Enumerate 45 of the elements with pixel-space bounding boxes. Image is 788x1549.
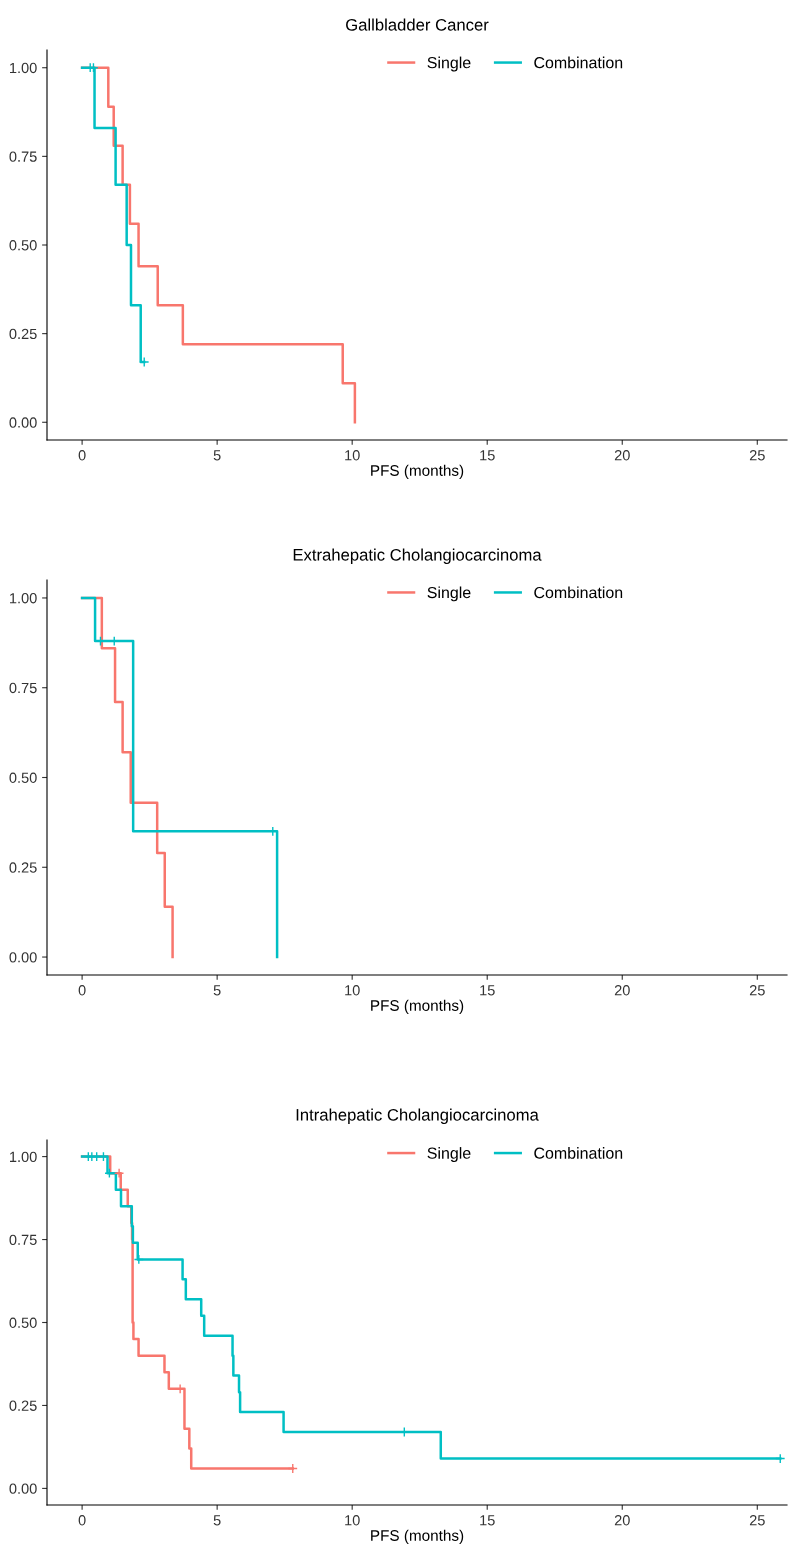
x-tick-label: 10 (345, 450, 360, 461)
x-tick-label: 25 (749, 450, 765, 461)
x-tick-label: 0 (78, 450, 86, 461)
y-tick-label: 0.50 (9, 240, 37, 251)
chart-title: Intrahepatic Cholangiocarcinoma (296, 1108, 539, 1125)
x-tick-label: 5 (213, 1515, 221, 1526)
legend-label: Combination (534, 586, 623, 599)
y-tick-label: 0.75 (9, 1234, 37, 1245)
chart-title: Extrahepatic Cholangiocarcinoma (293, 548, 542, 565)
x-tick-label: 5 (213, 450, 221, 461)
y-tick-label: 0.50 (9, 772, 37, 783)
y-tick-label: 0.00 (9, 1483, 37, 1494)
y-tick-label: 1.00 (10, 593, 37, 604)
y-tick-label: 0.25 (9, 328, 37, 340)
x-tick-label: 10 (345, 1515, 360, 1526)
x-tick-label: 20 (614, 985, 630, 996)
x-tick-label: 20 (614, 1515, 630, 1526)
x-tick-label: 0 (78, 985, 86, 996)
y-tick-label: 0.25 (9, 862, 37, 873)
x-axis-title: PFS (months) (371, 999, 464, 1014)
x-tick-label: 15 (480, 985, 495, 996)
y-tick-label: 0.00 (9, 952, 37, 963)
x-tick-label: 25 (749, 985, 765, 996)
x-tick-label: 15 (480, 450, 495, 461)
y-tick-label: 0.75 (9, 682, 37, 694)
y-tick-label: 0.75 (9, 151, 37, 162)
chart-title: Gallbladder Cancer (346, 18, 489, 31)
y-tick-label: 0.00 (9, 417, 37, 428)
legend-label: Single (427, 586, 471, 602)
legend-label: Combination (534, 56, 623, 69)
x-axis-title: PFS (months) (371, 464, 464, 479)
y-tick-label: 0.25 (9, 1400, 37, 1411)
x-tick-label: 25 (749, 1515, 765, 1526)
y-tick-label: 1.00 (10, 62, 37, 74)
x-tick-label: 5 (213, 985, 221, 996)
legend-label: Single (427, 1147, 471, 1162)
legend-label: Combination (534, 1147, 623, 1159)
legend-label: Single (427, 56, 471, 72)
y-tick-label: 0.50 (9, 1317, 37, 1328)
x-tick-label: 0 (78, 1515, 86, 1526)
x-tick-label: 15 (480, 1515, 495, 1526)
x-tick-label: 20 (614, 450, 630, 461)
y-tick-label: 1.00 (10, 1151, 37, 1163)
x-axis-title: PFS (months) (371, 1529, 464, 1544)
x-tick-label: 10 (345, 985, 360, 996)
